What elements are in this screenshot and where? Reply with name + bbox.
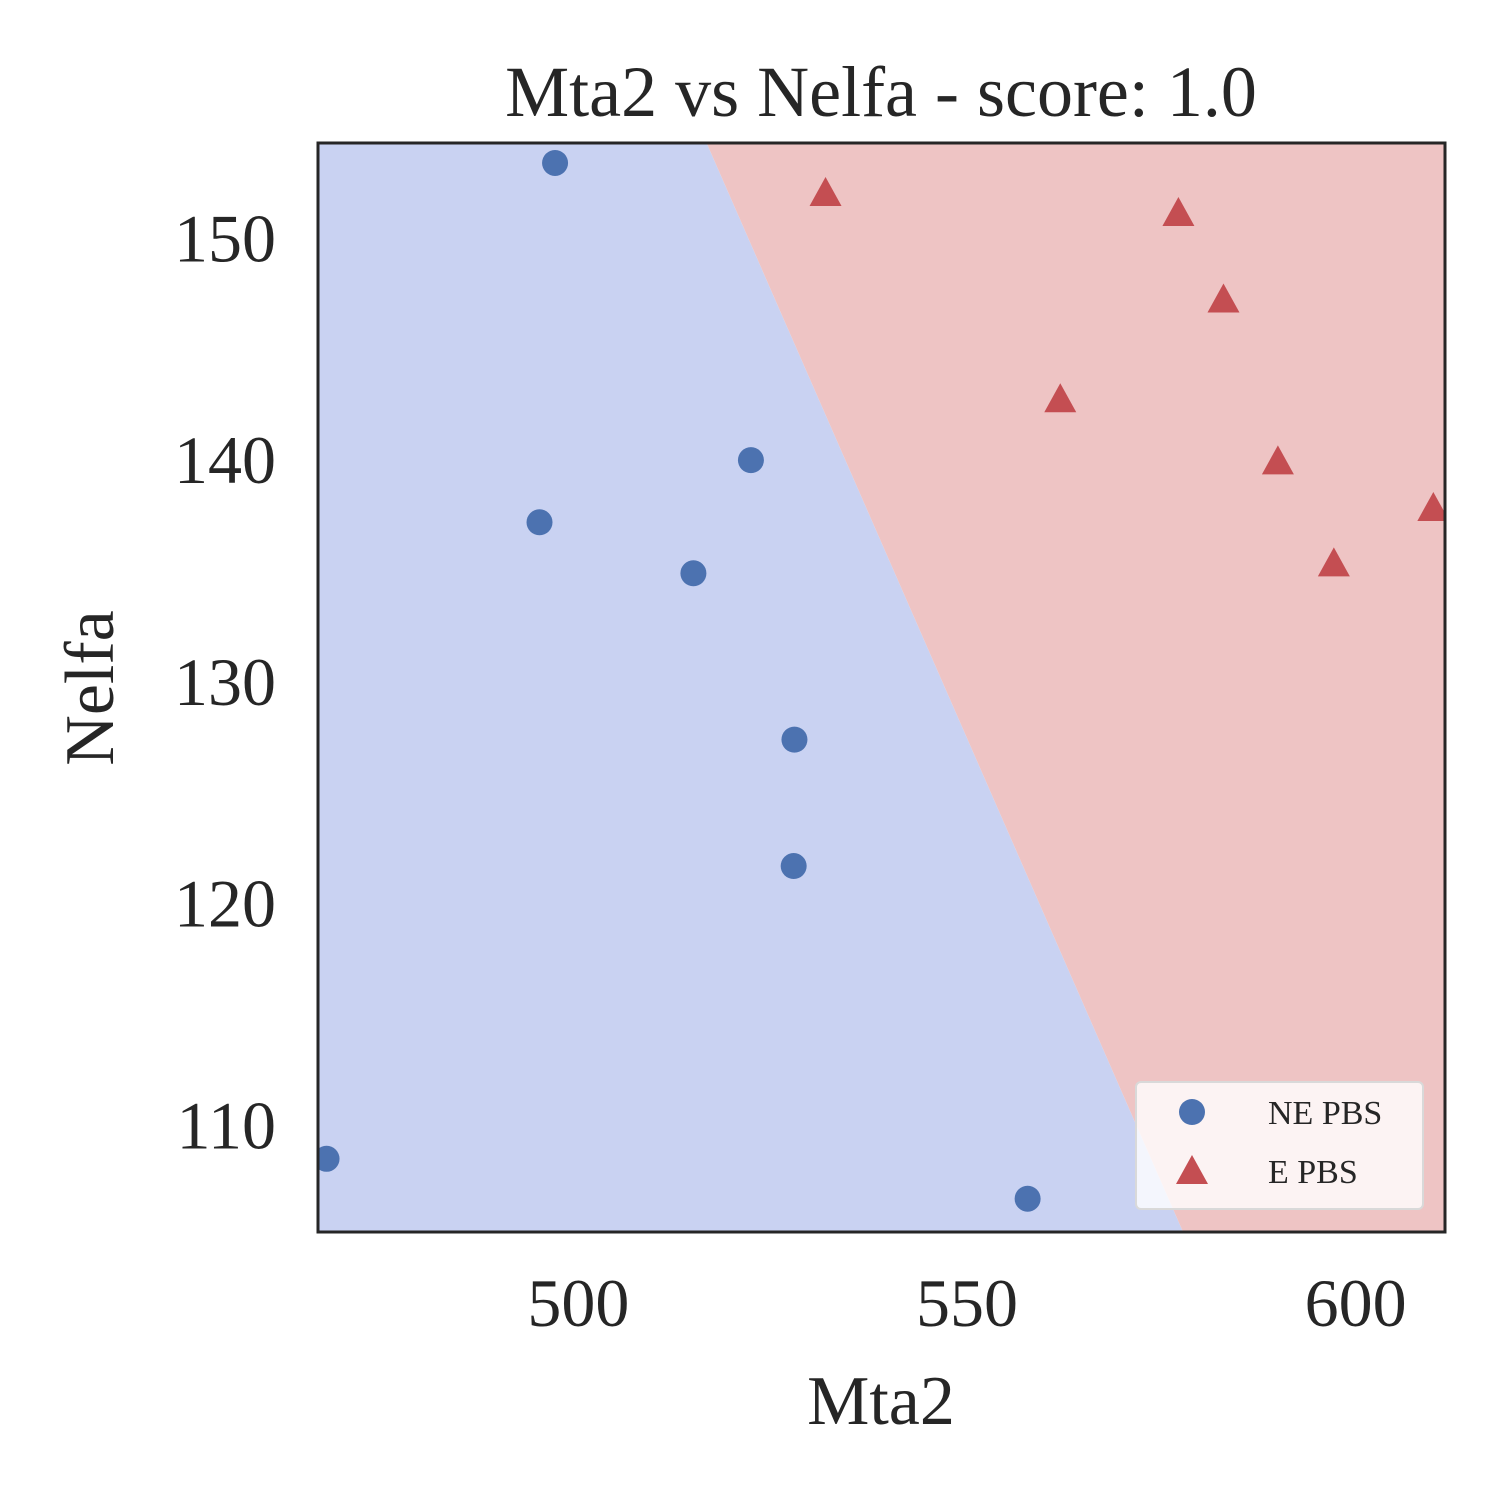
chart-title: Mta2 vs Nelfa - score: 1.0 (505, 52, 1257, 132)
point-e-pbs (1417, 491, 1445, 521)
point-ne-pbs (781, 726, 808, 753)
x-tick-label: 600 (1305, 1265, 1407, 1341)
point-e-pbs (809, 177, 842, 207)
x-tick-label: 500 (527, 1265, 629, 1341)
region-e-pbs (706, 143, 1445, 1232)
point-ne-pbs (780, 853, 807, 880)
point-e-pbs (1044, 383, 1077, 413)
legend-e-pbs-marker (1176, 1155, 1208, 1184)
y-tick-label: 150 (174, 200, 276, 276)
point-e-pbs (1317, 547, 1350, 577)
point-ne-pbs (737, 447, 764, 474)
legend-ne-pbs-label: NE PBS (1268, 1095, 1382, 1132)
y-tick-label: 110 (177, 1088, 276, 1164)
point-ne-pbs (1014, 1185, 1041, 1212)
point-ne-pbs (542, 149, 569, 176)
legend-ne-pbs-marker (1179, 1099, 1205, 1125)
legend-box (1135, 1081, 1424, 1210)
y-tick-label: 130 (174, 644, 276, 720)
legend-e-pbs-label: E PBS (1268, 1154, 1358, 1191)
point-ne-pbs (318, 1145, 340, 1172)
point-e-pbs (1207, 283, 1240, 313)
x-tick-label: 550 (916, 1265, 1018, 1341)
legend: NE PBS E PBS (1135, 1081, 1424, 1210)
point-e-pbs (1162, 196, 1195, 226)
region-ne-pbs (318, 143, 1184, 1232)
y-tick-label: 120 (174, 866, 276, 942)
x-axis-label: Mta2 (807, 1363, 955, 1440)
plot-frame (316, 141, 1447, 1234)
point-ne-pbs (526, 509, 553, 536)
y-tick-label: 140 (174, 422, 276, 498)
point-ne-pbs (680, 560, 707, 587)
y-axis-label: Nelfa (52, 610, 129, 765)
point-e-pbs (1261, 445, 1294, 475)
